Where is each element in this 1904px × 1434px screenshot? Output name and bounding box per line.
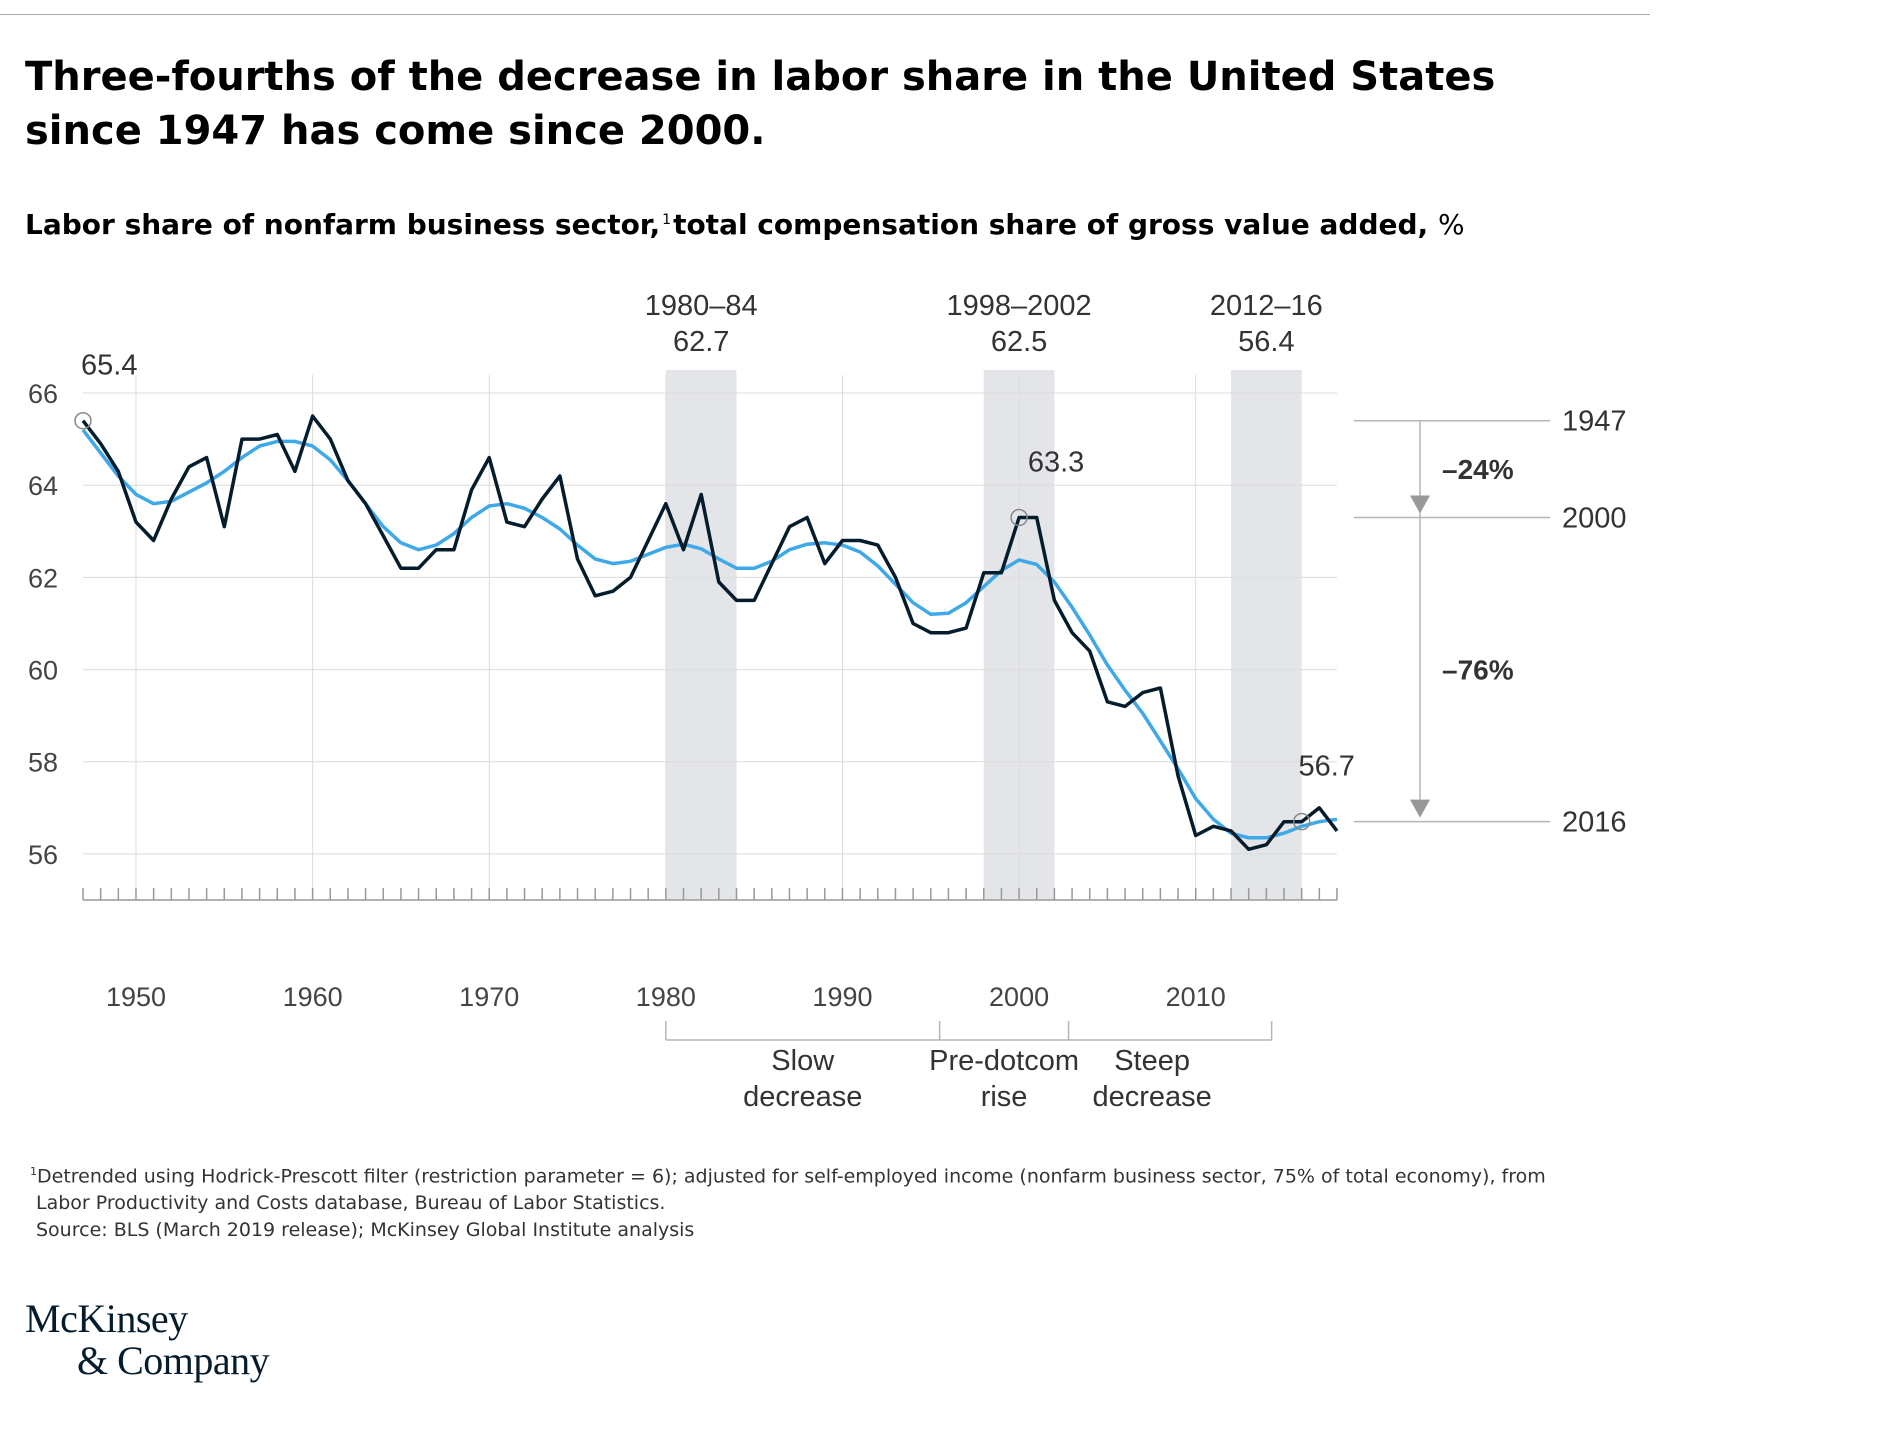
shaded-period-label-1: 1998–2002: [947, 290, 1092, 322]
period-label-2-0: Steep: [1114, 1045, 1190, 1077]
footnote-line-2: Labor Productivity and Costs database, B…: [36, 1192, 666, 1215]
chart-subtitle: Labor share of nonfarm business sector, 1…: [25, 208, 1465, 241]
footnote-mark: 1: [30, 1165, 37, 1178]
point-label-0: 65.4: [81, 350, 137, 382]
footnote-block: 1Detrended using Hodrick-Prescott filter…: [30, 1158, 1650, 1244]
logo-line-1: McKinsey: [25, 1296, 188, 1341]
y-tick-label-5: 56: [28, 840, 58, 870]
point-marker-2: [1292, 812, 1311, 831]
point-label-1: 63.3: [1028, 446, 1084, 478]
share-label-1: –76%: [1442, 655, 1514, 686]
x-tick-label-1: 1960: [283, 982, 343, 1012]
subtitle-rest: total compensation share of gross value …: [673, 208, 1429, 241]
reference-label-0: 1947: [1562, 406, 1627, 438]
period-label-0-1: decrease: [743, 1081, 862, 1113]
shaded-period-value-2: 56.4: [1238, 326, 1294, 358]
top-rule: [0, 14, 1650, 15]
arrow-down-icon: [1410, 799, 1430, 818]
shaded-period-2: [1231, 370, 1302, 900]
source-line: Source: BLS (March 2019 release); McKins…: [36, 1219, 695, 1242]
period-label-0-0: Slow: [771, 1045, 835, 1077]
shaded-period-0: [665, 370, 737, 900]
actual-series-line: [81, 414, 1339, 852]
chart-title: Three-fourths of the decrease in labor s…: [25, 54, 1496, 154]
shaded-period-value-0: 62.7: [673, 326, 729, 358]
shaded-period-value-1: 62.5: [991, 326, 1047, 358]
point-marker-1: [1010, 508, 1028, 527]
period-label-2-1: decrease: [1092, 1081, 1211, 1113]
shaded-period-label-0: 1980–84: [645, 290, 758, 322]
logo-line-2: & Company: [77, 1338, 270, 1383]
y-tick-label-2: 62: [28, 563, 58, 593]
share-label-0: –24%: [1442, 454, 1514, 485]
y-tick-label-1: 64: [28, 471, 58, 501]
subtitle-main: Labor share of nonfarm business sector,: [25, 208, 661, 241]
point-label-2: 56.7: [1298, 751, 1354, 783]
mckinsey-logo: McKinsey & Company: [25, 1296, 270, 1383]
footnote-line-1: 1Detrended using Hodrick-Prescott filter…: [30, 1158, 1650, 1190]
x-tick-label-2: 1970: [459, 982, 519, 1012]
labor-share-chart: 1980–84 62.7 1998–2002 62.5 2012–16 56.4 66 64 6…: [28, 290, 1627, 1113]
shaded-period-label-2: 2012–16: [1210, 290, 1323, 322]
arrow-down-icon: [1410, 495, 1430, 514]
subtitle-unit: %: [1437, 208, 1465, 241]
x-tick-label-6: 2010: [1166, 982, 1226, 1012]
subtitle-footnote-mark: 1: [662, 211, 672, 228]
reference-label-1: 2000: [1562, 502, 1627, 534]
y-tick-label-0: 66: [28, 379, 58, 409]
period-label-1-1: rise: [981, 1081, 1028, 1113]
x-tick-label-5: 2000: [989, 982, 1049, 1012]
footnote-text-1: Detrended using Hodrick-Prescott filter …: [37, 1165, 1546, 1188]
y-tick-label-4: 58: [28, 748, 58, 778]
y-tick-label-3: 60: [28, 656, 58, 686]
period-label-1-0: Pre-dotcom: [929, 1045, 1079, 1077]
x-tick-label-0: 1950: [106, 982, 166, 1012]
x-tick-label-3: 1980: [636, 982, 696, 1012]
trend-series-line: [81, 428, 1338, 840]
point-marker-0: [74, 411, 92, 430]
reference-label-2: 2016: [1562, 807, 1627, 839]
x-tick-label-4: 1990: [812, 982, 872, 1012]
